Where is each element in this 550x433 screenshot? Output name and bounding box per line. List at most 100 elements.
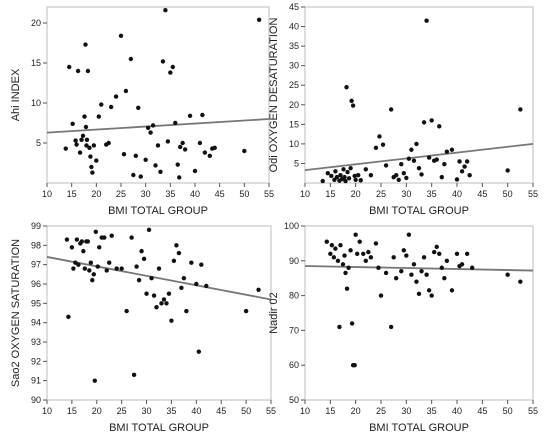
y-tick-label: 45	[289, 2, 299, 12]
data-point	[155, 143, 161, 148]
y-axis-label: Sao2 OXYGEN SATURATION	[10, 239, 22, 387]
data-point	[83, 124, 89, 130]
data-point	[345, 169, 350, 175]
data-point	[107, 260, 112, 265]
data-point	[85, 239, 91, 244]
data-point	[242, 148, 247, 154]
data-point	[99, 102, 104, 107]
y-tick-label: 35	[289, 41, 299, 51]
data-point	[437, 251, 442, 257]
data-point	[409, 272, 414, 277]
data-point	[114, 266, 119, 271]
x-tick-label: 55	[528, 406, 538, 416]
data-point	[119, 266, 124, 271]
x-tick-label: 10	[42, 189, 52, 199]
data-point	[363, 258, 368, 263]
data-point	[340, 262, 346, 267]
data-point	[145, 125, 151, 130]
data-point	[82, 114, 87, 119]
data-point	[153, 163, 158, 168]
data-point	[354, 251, 360, 257]
data-point	[197, 140, 203, 146]
data-point	[168, 70, 173, 75]
data-point	[207, 153, 212, 158]
y-tick-label: 10	[31, 98, 41, 108]
data-point	[243, 308, 249, 314]
data-point	[89, 164, 94, 170]
x-tick-label: 50	[503, 189, 513, 199]
x-tick-label: 10	[42, 406, 52, 416]
data-point	[74, 237, 80, 242]
plot-sao2-oxygen-saturation: 10 15 20 25 30 35 40 45 50 55 90 91 92 93 94 95 96 97 98 99…	[10, 221, 276, 433]
x-tick-label: 40	[190, 189, 200, 199]
data-point	[419, 172, 424, 177]
data-point	[383, 163, 389, 168]
y-tick-label: 10	[289, 139, 299, 149]
data-point	[204, 283, 209, 289]
data-point	[416, 291, 422, 297]
y-tick-label: 90	[31, 395, 41, 405]
data-point	[333, 169, 338, 174]
data-point	[66, 314, 71, 320]
data-point	[406, 156, 412, 161]
data-point	[106, 140, 111, 146]
x-axis-label: BMI TOTAL GROUP	[369, 205, 469, 217]
data-point	[459, 169, 465, 174]
data-point	[424, 18, 429, 23]
data-point	[343, 178, 348, 184]
plot-frame	[46, 225, 272, 401]
x-tick-label: 35	[166, 406, 176, 416]
data-point	[87, 268, 92, 273]
data-point	[414, 279, 419, 284]
data-point	[444, 258, 450, 263]
data-point	[411, 158, 417, 163]
data-point	[320, 178, 325, 184]
data-point	[85, 68, 91, 74]
data-point	[335, 258, 341, 263]
data-point	[76, 262, 81, 267]
data-point	[139, 248, 144, 254]
data-point	[442, 162, 447, 167]
data-point	[141, 256, 147, 262]
data-point	[69, 245, 75, 250]
data-point	[91, 272, 96, 277]
y-tick-label: 30	[289, 61, 299, 71]
data-point	[148, 130, 153, 135]
data-point	[90, 277, 95, 283]
regression-line	[46, 118, 270, 134]
data-point	[149, 276, 154, 281]
data-point	[82, 266, 88, 271]
data-point	[129, 235, 134, 240]
data-point	[411, 262, 417, 267]
x-tick-label: 30	[141, 189, 151, 199]
data-point	[156, 266, 162, 271]
data-point	[439, 265, 444, 270]
data-point	[212, 145, 217, 150]
y-axis-label: Ahi INDEX	[10, 68, 22, 121]
data-point	[467, 172, 472, 178]
data-point	[181, 276, 187, 281]
x-tick-label: 20	[91, 189, 101, 199]
x-tick-label: 15	[67, 189, 77, 199]
data-point	[388, 324, 394, 330]
data-point	[138, 174, 143, 179]
data-point	[434, 157, 439, 162]
data-point	[426, 288, 432, 293]
data-point	[74, 142, 79, 147]
data-point	[377, 134, 382, 139]
data-point	[77, 150, 83, 155]
y-tick-label: 5	[36, 138, 41, 148]
data-point	[160, 59, 166, 64]
plot-odi-oxygen-desaturation: 10 15 20 25 30 35 40 45 50 5551015202530354045BMI…	[268, 2, 538, 217]
data-point	[94, 158, 99, 163]
data-point	[143, 157, 148, 162]
data-point	[350, 103, 356, 108]
data-point	[180, 140, 185, 146]
data-point	[353, 232, 358, 237]
data-point	[338, 242, 343, 248]
x-tick-label: 40	[452, 189, 462, 199]
x-tick-label: 25	[117, 406, 127, 416]
data-point	[164, 301, 169, 306]
x-tick-label: 40	[452, 406, 462, 416]
